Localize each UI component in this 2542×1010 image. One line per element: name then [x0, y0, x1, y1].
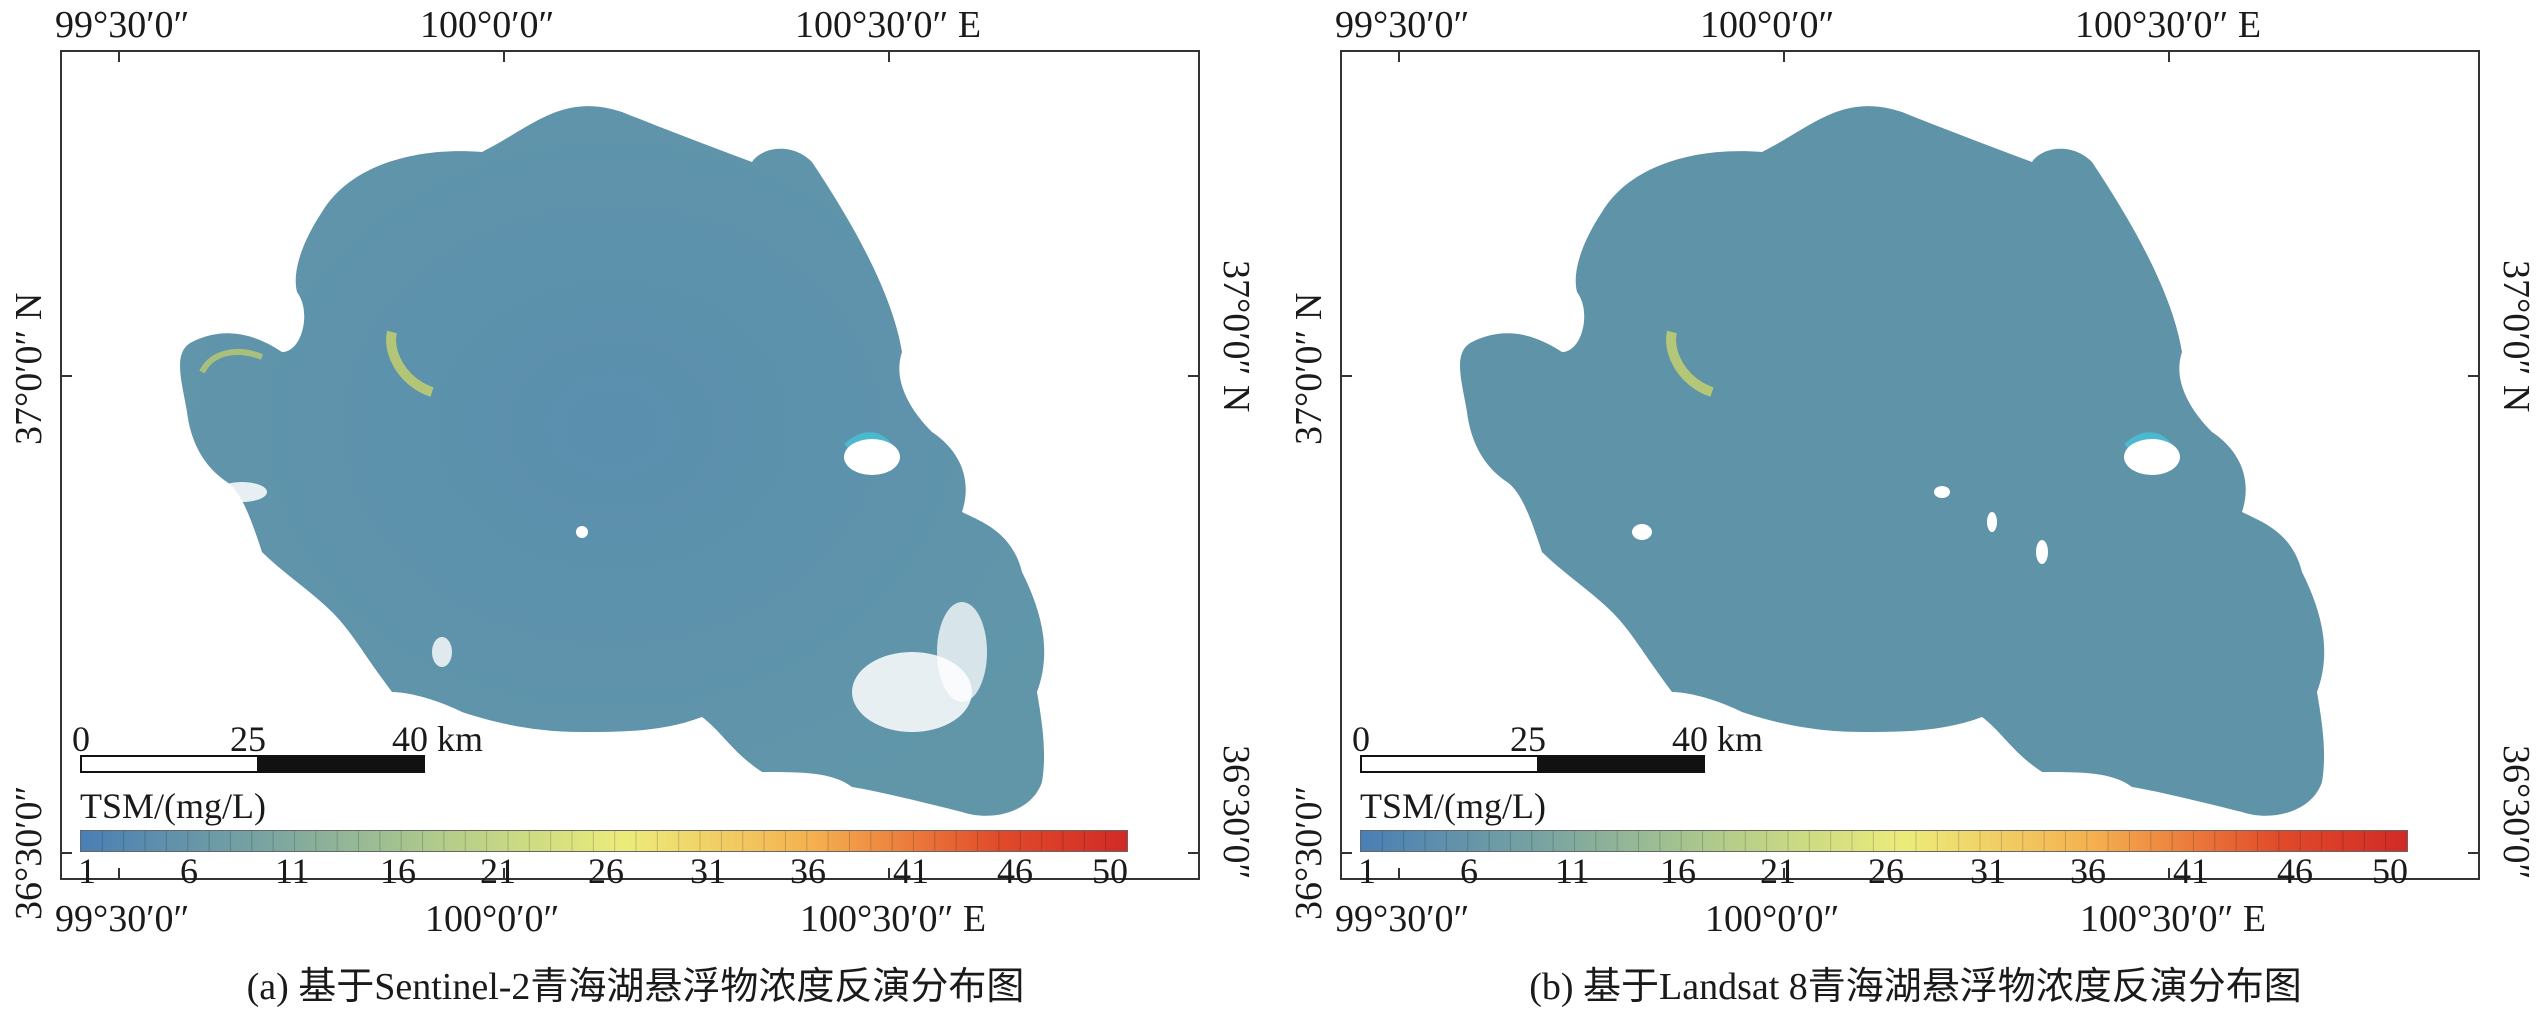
lon-label-bottom: 99°30′0″ [1335, 898, 1470, 940]
tick-bottom [2168, 868, 2170, 880]
tick-bottom [118, 868, 120, 880]
map-frame: TSM/(mg/L) [1340, 50, 2480, 880]
scale-label: 40 km [392, 719, 484, 759]
cloud-gap [937, 602, 987, 702]
tick-top [1398, 50, 1400, 62]
scale-label: 25 [1510, 719, 1546, 759]
scale-bar [80, 755, 425, 773]
legend-tick: 31 [690, 851, 726, 891]
lat-label-right: 36°30′0″ [2495, 745, 2537, 880]
legend-tick: 41 [2173, 851, 2209, 891]
scale-label: 0 [1352, 719, 1370, 759]
legend-tick: 41 [893, 851, 929, 891]
cloud-gap [1987, 512, 1997, 532]
legend-tick: 16 [380, 851, 416, 891]
legend-tick: 6 [180, 851, 198, 891]
lake-map [1460, 106, 2325, 816]
legend-tick: 26 [588, 851, 624, 891]
lat-label-right: 36°30′0″ [1215, 745, 1257, 880]
legend-tick: 11 [275, 851, 310, 891]
scale-label: 0 [72, 719, 90, 759]
legend-title: TSM/(mg/L) [80, 786, 266, 826]
map-frame: TSM/(mg/L) [60, 50, 1200, 880]
lon-label-top: 99°30′0″ [1335, 4, 1470, 46]
legend-title: TSM/(mg/L) [1360, 786, 1546, 826]
cloud-gap [2036, 540, 2048, 564]
colorbar [1360, 830, 2408, 852]
lon-label-bottom: 100°30′0″ E [2080, 898, 2267, 940]
cloud-gap [1934, 486, 1950, 498]
lon-label-bottom: 99°30′0″ [55, 898, 190, 940]
tick-right [1188, 375, 1200, 377]
scale-label: 40 km [1672, 719, 1764, 759]
cloud-gap [1632, 524, 1652, 540]
legend-tick: 21 [1760, 851, 1796, 891]
lon-label-bottom: 100°30′0″ E [800, 898, 987, 940]
figure-caption: (b) 基于Landsat 8青海湖悬浮物浓度反演分布图 [1529, 966, 2302, 1008]
legend-tick: 31 [1970, 851, 2006, 891]
figure-caption: (a) 基于Sentinel-2青海湖悬浮物浓度反演分布图 [246, 966, 1025, 1008]
tick-top [503, 50, 505, 62]
tick-bottom [1398, 868, 1400, 880]
tick-bottom [1783, 868, 1785, 880]
tick-right [2468, 852, 2480, 854]
legend-tick: 16 [1660, 851, 1696, 891]
lon-label-top: 100°30′0″ E [2075, 4, 2262, 46]
colorbar [80, 830, 1128, 852]
tick-bottom [503, 868, 505, 880]
lon-label-top: 99°30′0″ [55, 4, 190, 46]
cloud-gap [576, 526, 588, 538]
lon-label-bottom: 100°0′0″ [425, 898, 560, 940]
lon-label-top: 100°0′0″ [420, 4, 555, 46]
qinghai-lake-shape [180, 106, 1045, 816]
cloud-gap [432, 637, 452, 667]
tick-right [1188, 852, 1200, 854]
shore-highlight [1666, 330, 1714, 397]
shore-highlight [199, 349, 264, 374]
tick-right [2468, 375, 2480, 377]
lon-label-top: 100°30′0″ E [795, 4, 982, 46]
legend-tick: 11 [1555, 851, 1590, 891]
lat-label-left: 37°0′0″ N [1288, 292, 1330, 445]
legend-tick: 1 [1358, 851, 1376, 891]
tick-left [60, 852, 72, 854]
legend-tick: 50 [1092, 851, 1128, 891]
tick-left [60, 375, 72, 377]
tick-top [2168, 50, 2170, 62]
lat-label-left: 36°30′0″ [1288, 785, 1330, 920]
legend-tick: 6 [1460, 851, 1478, 891]
island [844, 439, 900, 475]
scale-label: 25 [230, 719, 266, 759]
lat-label-right: 37°0′0″ N [2495, 260, 2537, 413]
tick-bottom [888, 868, 890, 880]
legend-tick: 46 [2277, 851, 2313, 891]
lat-label-left: 37°0′0″ N [8, 292, 50, 445]
tick-left [1340, 375, 1352, 377]
island [2124, 439, 2180, 475]
lon-label-top: 100°0′0″ [1700, 4, 1835, 46]
qinghai-lake-shape [1460, 106, 2325, 816]
legend-tick: 36 [790, 851, 826, 891]
lake-map [180, 106, 1045, 816]
legend-tick: 36 [2070, 851, 2106, 891]
tick-left [1340, 852, 1352, 854]
legend-tick: 21 [480, 851, 516, 891]
scale-bar [1360, 755, 1705, 773]
legend-tick: 26 [1868, 851, 1904, 891]
lat-label-left: 36°30′0″ [8, 785, 50, 920]
lat-label-right: 37°0′0″ N [1215, 260, 1257, 413]
panel-a: TSM/(mg/L) 99°30′0″ 100°0′0″ 100°30′0″ E… [0, 0, 1271, 1009]
colorbar-gradient [1361, 831, 2407, 851]
cloud-gap [217, 482, 267, 502]
tick-top [118, 50, 120, 62]
colorbar-gradient [81, 831, 1127, 851]
shore-highlight [386, 330, 434, 397]
legend-tick: 50 [2372, 851, 2408, 891]
lon-label-bottom: 100°0′0″ [1705, 898, 1840, 940]
panel-b: TSM/(mg/L) 99°30′0″ 100°0′0″ 100°30′0″ E… [1280, 0, 2542, 1009]
legend-tick: 46 [997, 851, 1033, 891]
legend-tick: 1 [78, 851, 96, 891]
tick-top [1783, 50, 1785, 62]
tick-top [888, 50, 890, 62]
